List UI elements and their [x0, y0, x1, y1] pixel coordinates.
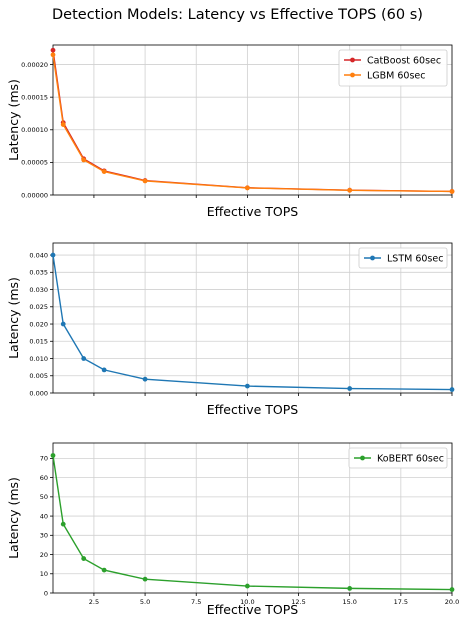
legend: LSTM 60sec: [358, 247, 448, 269]
chart-panel-3: 2.5 5.0 7.5 10.0 12.5 15.0 17.5 20.0 0 10 20 30 40 50…: [6, 442, 459, 617]
y-tick-label: 0.000: [29, 389, 48, 397]
chart-panel-2: 0.000 0.005 0.010 0.015 0.020 0.025 0.030 0.035…: [6, 242, 455, 417]
legend: KoBERT 60sec: [348, 447, 448, 469]
y-tick-label: 40: [40, 512, 48, 520]
y-tick-label: 0.010: [29, 355, 48, 363]
legend-marker: [350, 57, 355, 63]
data-point: [244, 383, 250, 389]
data-point: [50, 252, 56, 258]
series-line-1: [52, 254, 453, 391]
data-point: [449, 587, 455, 592]
legend: CatBoost 60sec LGBM 60sec: [338, 49, 448, 87]
x-axis-label: Effective TOPS: [207, 602, 299, 617]
y-tick-label: 0.015: [29, 338, 48, 346]
data-point: [347, 585, 353, 591]
y-tick-label: 0: [44, 589, 48, 597]
legend-box: [338, 49, 448, 87]
x-tick-label: 15.0: [342, 598, 356, 606]
legend-marker: [370, 255, 375, 261]
data-point: [142, 376, 148, 382]
x-tick-label: 2.5: [89, 598, 99, 606]
x-tick-label: 17.5: [394, 598, 408, 606]
plot-area-frame: [52, 442, 453, 594]
legend-box: [348, 447, 448, 469]
charts-container: 0.000000.000050.000100.000150.00020Effec…: [6, 44, 459, 617]
chart-panel-1: 0.00000 0.00005 0.00010 0.00015 0.00020 Effec…: [6, 44, 455, 219]
y-axis-label: Latency (ms): [6, 79, 21, 161]
plot-area-frame: [52, 242, 453, 394]
legend-entry: LSTM 60sec: [387, 254, 443, 265]
legend-box: [358, 247, 448, 269]
y-tick-label: 0.00010: [21, 126, 48, 134]
data-point: [347, 386, 353, 391]
data-point: [142, 576, 148, 582]
x-tick-label: 7.5: [191, 598, 201, 606]
y-tick-label: 0.00020: [21, 61, 48, 69]
data-point: [50, 47, 56, 53]
x-tick-label: 12.5: [291, 598, 305, 606]
data-point: [50, 453, 56, 458]
y-axis-label: Latency (ms): [6, 277, 21, 359]
legend-entry: CatBoost 60sec: [367, 56, 441, 67]
data-point: [60, 122, 66, 127]
y-tick-label: 0.035: [29, 269, 48, 277]
data-point: [60, 521, 66, 527]
y-tick-label: 70: [40, 455, 48, 463]
y-tick-label: 0.030: [29, 286, 48, 294]
y-tick-label: 60: [40, 474, 48, 482]
y-axis-label: Latency (ms): [6, 477, 21, 559]
series-line-1: [52, 455, 453, 591]
plot-area-frame: [52, 44, 453, 196]
y-tick-label: 0.00005: [21, 159, 48, 167]
y-tick-label: 0.040: [29, 251, 48, 259]
data-point: [81, 157, 87, 163]
data-point: [101, 169, 107, 174]
data-point: [101, 367, 107, 373]
data-point: [244, 583, 250, 589]
data-point: [81, 556, 87, 561]
legend-marker: [360, 455, 365, 461]
data-point: [60, 321, 66, 327]
legend-entry: KoBERT 60sec: [377, 454, 444, 465]
data-point: [347, 187, 353, 193]
y-tick-label: 0.025: [29, 303, 48, 311]
y-tick-label: 0.020: [29, 320, 48, 328]
data-point: [449, 189, 455, 194]
data-point: [81, 356, 87, 361]
y-tick-label: 0.00015: [21, 93, 48, 101]
y-tick-label: 0.005: [29, 372, 48, 380]
data-point: [142, 178, 148, 184]
series-line-2: [52, 54, 453, 193]
y-tick-label: 0.00000: [21, 191, 48, 199]
x-tick-label: 5.0: [140, 598, 150, 606]
figure-title: Detection Models: Latency vs Effective T…: [52, 7, 423, 23]
y-tick-label: 10: [40, 570, 48, 578]
data-point: [449, 387, 455, 392]
legend-entry: LGBM 60sec: [367, 71, 426, 82]
x-axis-label: Effective TOPS: [207, 402, 299, 417]
x-tick-label: 20.0: [445, 598, 459, 606]
x-axis-label: Effective TOPS: [207, 204, 299, 219]
y-tick-label: 30: [40, 532, 48, 540]
data-point: [244, 185, 250, 191]
legend-marker: [350, 72, 355, 78]
x-tick-label: 10.0: [240, 598, 254, 606]
y-tick-label: 20: [40, 551, 48, 559]
data-point: [101, 567, 107, 573]
y-tick-label: 50: [40, 493, 48, 501]
data-point: [50, 52, 56, 58]
